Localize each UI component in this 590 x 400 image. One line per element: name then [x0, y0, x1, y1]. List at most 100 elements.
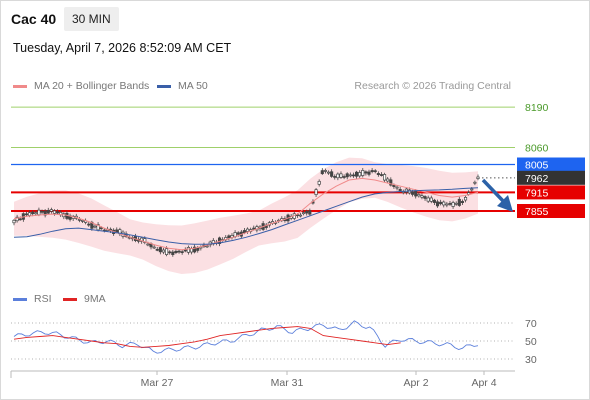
rsi-swatch-icon [13, 297, 27, 301]
candle-body [414, 190, 418, 197]
candle-body [417, 194, 421, 197]
candle-body [305, 210, 309, 214]
candle-body [227, 235, 231, 239]
candle-body [392, 185, 396, 187]
candle-body [395, 186, 399, 189]
candle-body [99, 227, 103, 230]
rsi-tick-50: 50 [525, 336, 537, 348]
candle-body [358, 172, 362, 177]
level-label-7915: 7915 [525, 187, 549, 199]
legend-ma50-label: MA 50 [178, 80, 208, 92]
candle-body [361, 170, 365, 176]
rsi-line [13, 320, 479, 354]
legend-9ma-label: 9MA [84, 293, 106, 305]
candle-body [460, 201, 464, 204]
x-tick-label: Apr 2 [403, 377, 428, 389]
ma20-line [13, 177, 479, 251]
rsi-panel: 70 50 30 [11, 318, 537, 366]
candle-body [336, 173, 340, 179]
x-tick-label: Apr 4 [471, 377, 496, 389]
candle-body [34, 212, 38, 215]
candle-body [342, 176, 346, 178]
candle-body [183, 249, 187, 252]
level-tag-7855 [517, 204, 585, 218]
level-label-7962: 7962 [525, 173, 549, 185]
timeframe-selector[interactable]: 30 MIN [64, 7, 119, 31]
candle-body [302, 212, 306, 215]
candle-body [52, 210, 57, 214]
candle-body [470, 188, 474, 191]
candle-body [40, 210, 44, 213]
candle-body [364, 171, 368, 174]
candle-body [161, 249, 166, 253]
candle-body [429, 197, 433, 202]
rsi-tick-70: 70 [525, 318, 537, 330]
legend-9ma: 9MA [63, 293, 106, 305]
candle-body [442, 201, 446, 206]
level-label-8060: 8060 [525, 142, 549, 154]
candle-body [186, 247, 190, 253]
chart-datetime: Tuesday, April 7, 2026 8:52:09 AM CET [13, 41, 232, 55]
rsi-ma-line [13, 326, 401, 348]
candle-body [448, 203, 452, 205]
candle-body [383, 174, 387, 181]
candle-body [205, 245, 209, 248]
candle-body [386, 178, 390, 182]
legend-ma50: MA 50 [157, 80, 208, 92]
candle-body [46, 209, 50, 214]
candle-body [155, 249, 159, 251]
candle-body [152, 246, 156, 249]
ma20-swatch-icon [13, 84, 27, 88]
legend-ma20: MA 20 + Bollinger Bands [13, 80, 149, 92]
candle-body [49, 209, 53, 212]
candle-body [77, 219, 81, 221]
candle-body [143, 238, 147, 243]
rsi-tick-30: 30 [525, 354, 537, 366]
candle-body [379, 174, 384, 176]
candle-body [174, 250, 178, 254]
candle-body [252, 227, 256, 230]
candle-body [93, 225, 97, 228]
candle-body [435, 201, 440, 207]
candle-body [246, 228, 250, 232]
legend-rsi-label: RSI [34, 293, 52, 305]
candle-body [177, 250, 181, 253]
candle-body [355, 171, 359, 177]
forecast-arrow-head-icon [497, 195, 513, 212]
research-credit: Research © 2026 Trading Central [354, 80, 511, 92]
candle-body [165, 248, 169, 255]
candle-body [326, 171, 331, 174]
level-tag-8005 [517, 157, 585, 172]
candle-body [180, 251, 184, 254]
candle-body [236, 232, 240, 235]
bollinger-band [14, 157, 478, 274]
candle-body [158, 247, 162, 253]
candle-body [389, 179, 393, 186]
candle-body [404, 188, 408, 193]
candle-body [333, 176, 337, 178]
candle-body [193, 246, 197, 253]
candle-body [31, 211, 35, 215]
ma50-line [13, 187, 479, 245]
legend-ma20-label: MA 20 + Bollinger Bands [34, 80, 150, 92]
forecast-arrow [481, 178, 507, 205]
candle-body [376, 173, 380, 176]
candle-body [476, 176, 480, 180]
instrument-title: Cac 40 [11, 11, 57, 27]
level-label-7855: 7855 [525, 206, 549, 218]
candle-body [339, 173, 343, 178]
candle-body [473, 181, 477, 184]
candle-body [426, 197, 430, 202]
candle-body [323, 170, 327, 172]
legend-rsi: RSI [13, 293, 52, 305]
candle-body [314, 189, 318, 195]
chart-header: Cac 40 30 MIN [0, 0, 590, 36]
candle-body [298, 214, 303, 217]
candle-body [411, 191, 415, 195]
candle-body [12, 219, 16, 224]
candle-body [242, 230, 246, 234]
candle-body [463, 197, 468, 201]
candle-body [439, 201, 443, 205]
x-tick-label: Mar 31 [271, 377, 304, 389]
